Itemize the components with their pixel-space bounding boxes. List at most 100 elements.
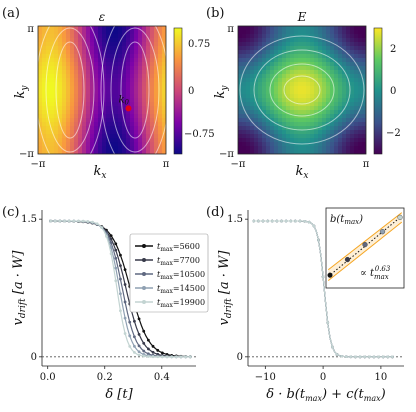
heatmap-cell bbox=[242, 34, 247, 39]
d-series-point bbox=[261, 219, 265, 223]
heatmap-cell bbox=[70, 34, 75, 39]
heatmap-cell bbox=[302, 42, 307, 47]
heatmap-cell bbox=[258, 138, 263, 143]
heatmap-cell bbox=[310, 106, 315, 111]
heatmap-cell bbox=[338, 114, 343, 119]
d-xtick-1: 0 bbox=[320, 372, 326, 383]
heatmap-cell bbox=[158, 130, 163, 135]
a-cbtick-2: −0.75 bbox=[184, 129, 215, 140]
heatmap-cell bbox=[42, 138, 47, 143]
heatmap-cell bbox=[58, 126, 63, 131]
c-series-point bbox=[63, 219, 66, 223]
heatmap-cell bbox=[86, 42, 91, 47]
heatmap-cell bbox=[74, 106, 79, 111]
heatmap-cell bbox=[62, 126, 67, 131]
heatmap-cell bbox=[78, 38, 83, 43]
heatmap-cell bbox=[122, 74, 127, 79]
heatmap-cell bbox=[242, 42, 247, 47]
heatmap-cell bbox=[122, 110, 127, 115]
heatmap-cell bbox=[242, 74, 247, 79]
heatmap-cell bbox=[118, 50, 123, 55]
heatmap-cell bbox=[70, 122, 75, 127]
heatmap-cell bbox=[118, 74, 123, 79]
heatmap-cell bbox=[334, 74, 339, 79]
heatmap-cell bbox=[266, 110, 271, 115]
heatmap-cell bbox=[70, 86, 75, 91]
a-ytick-1: −π bbox=[19, 149, 34, 160]
heatmap-cell bbox=[286, 150, 291, 154]
heatmap-cell bbox=[106, 102, 111, 107]
c-series-point bbox=[146, 355, 150, 358]
heatmap-cell bbox=[122, 30, 127, 35]
heatmap-cell bbox=[42, 110, 47, 115]
heatmap-cell bbox=[306, 118, 311, 123]
heatmap-cell bbox=[310, 94, 315, 99]
heatmap-cell bbox=[342, 94, 347, 99]
heatmap-cell bbox=[106, 150, 111, 154]
heatmap-cell bbox=[270, 90, 275, 95]
heatmap-cell bbox=[314, 138, 319, 143]
heatmap-cell bbox=[154, 62, 159, 67]
heatmap-cell bbox=[114, 110, 119, 115]
heatmap-cell bbox=[250, 66, 255, 71]
heatmap-cell bbox=[150, 58, 155, 63]
heatmap-cell bbox=[102, 46, 107, 51]
heatmap-cell bbox=[286, 106, 291, 111]
heatmap-cell bbox=[254, 134, 259, 139]
heatmap-cell bbox=[134, 126, 139, 131]
heatmap-cell bbox=[82, 98, 87, 103]
heatmap-cell bbox=[238, 50, 243, 55]
heatmap-cell bbox=[46, 46, 51, 51]
heatmap-cell bbox=[322, 62, 327, 67]
heatmap-cell bbox=[106, 34, 111, 39]
heatmap-cell bbox=[98, 30, 103, 35]
heatmap-cell bbox=[302, 146, 307, 151]
heatmap-cell bbox=[110, 38, 115, 43]
heatmap-cell bbox=[298, 106, 303, 111]
heatmap-cell bbox=[262, 50, 267, 55]
heatmap-cell bbox=[338, 30, 343, 35]
a-xtick-1: π bbox=[163, 159, 170, 170]
heatmap-cell bbox=[118, 146, 123, 151]
heatmap-cell bbox=[74, 146, 79, 151]
heatmap-cell bbox=[154, 134, 159, 139]
heatmap-cell bbox=[346, 130, 351, 135]
heatmap-cell bbox=[70, 130, 75, 135]
heatmap-cell bbox=[126, 150, 131, 154]
heatmap-cell bbox=[362, 38, 366, 43]
heatmap-cell bbox=[134, 98, 139, 103]
heatmap-cell bbox=[130, 50, 135, 55]
heatmap-cell bbox=[294, 98, 299, 103]
c-series-point bbox=[146, 338, 150, 342]
heatmap-cell bbox=[334, 38, 339, 43]
heatmap-cell bbox=[66, 50, 71, 55]
heatmap-cell bbox=[70, 118, 75, 123]
heatmap-cell bbox=[82, 106, 87, 111]
heatmap-cell bbox=[302, 122, 307, 127]
heatmap-cell bbox=[326, 50, 331, 55]
heatmap-cell bbox=[354, 110, 359, 115]
heatmap-cell bbox=[270, 150, 275, 154]
c-series-point bbox=[160, 355, 164, 359]
heatmap-cell bbox=[78, 106, 83, 111]
legend-label: tmax=10500 bbox=[157, 270, 205, 281]
heatmap-cell bbox=[250, 90, 255, 95]
heatmap-cell bbox=[70, 126, 75, 131]
heatmap-cell bbox=[334, 86, 339, 91]
heatmap-cell bbox=[298, 30, 303, 35]
heatmap-cell bbox=[294, 66, 299, 71]
heatmap-cell bbox=[74, 46, 79, 51]
heatmap-cell bbox=[150, 110, 155, 115]
heatmap-cell bbox=[102, 30, 107, 35]
heatmap-cell bbox=[326, 70, 331, 75]
heatmap-cell bbox=[258, 130, 263, 135]
heatmap-cell bbox=[330, 146, 335, 151]
heatmap-cell bbox=[246, 78, 251, 83]
heatmap-cell bbox=[302, 110, 307, 115]
heatmap-cell bbox=[38, 78, 43, 83]
heatmap-cell bbox=[286, 102, 291, 107]
heatmap-cell bbox=[78, 118, 83, 123]
heatmap-cell bbox=[278, 150, 283, 154]
heatmap-cell bbox=[82, 54, 87, 59]
